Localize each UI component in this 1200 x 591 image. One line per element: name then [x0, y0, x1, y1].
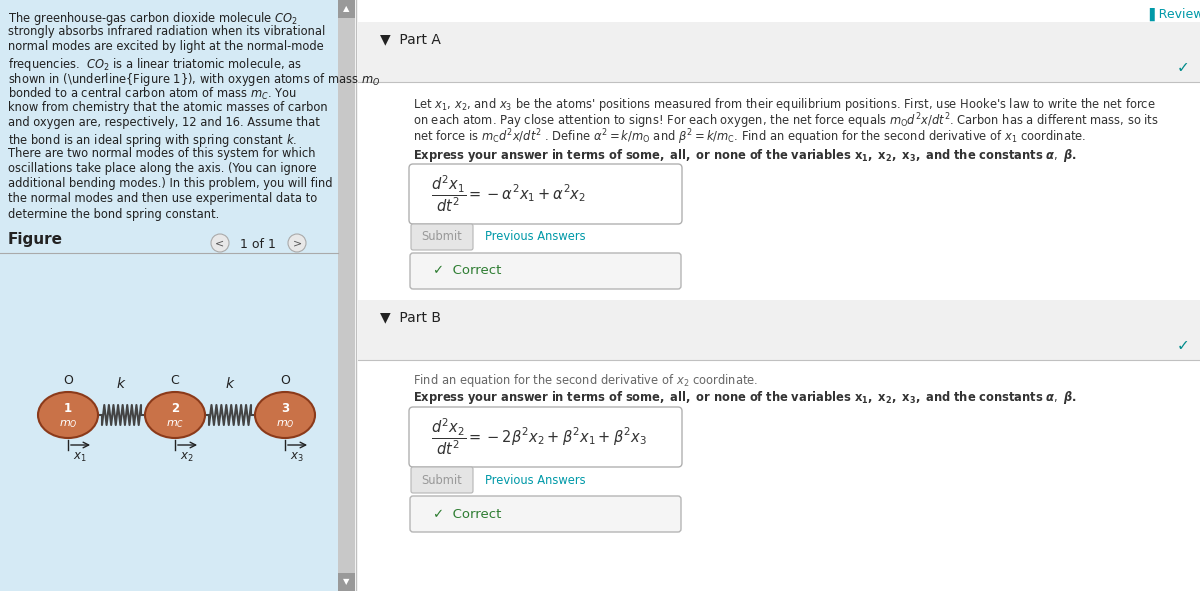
FancyBboxPatch shape	[338, 573, 355, 591]
Text: $\dfrac{d^2x_2}{dt^2} = -2\beta^2 x_2 + \beta^2 x_1 + \beta^2 x_3$: $\dfrac{d^2x_2}{dt^2} = -2\beta^2 x_2 + …	[431, 417, 647, 457]
Text: normal modes are excited by light at the normal-mode: normal modes are excited by light at the…	[8, 40, 324, 53]
Text: Previous Answers: Previous Answers	[485, 473, 586, 486]
Text: ▼: ▼	[343, 577, 349, 586]
Text: 1 of 1: 1 of 1	[240, 238, 276, 251]
Text: 1: 1	[64, 402, 72, 415]
FancyBboxPatch shape	[410, 467, 473, 493]
Text: ✓  Correct: ✓ Correct	[433, 265, 502, 278]
Text: $m_O$: $m_O$	[276, 418, 294, 430]
Text: $m_O$: $m_O$	[59, 418, 77, 430]
FancyBboxPatch shape	[358, 54, 1200, 82]
Text: >: >	[293, 238, 301, 248]
Text: ✓: ✓	[1177, 339, 1189, 353]
FancyBboxPatch shape	[358, 300, 1200, 332]
Text: Previous Answers: Previous Answers	[485, 230, 586, 243]
Text: Submit: Submit	[421, 473, 462, 486]
FancyBboxPatch shape	[358, 0, 1200, 591]
Text: shown in (\underline{Figure 1}), with oxygen atoms of mass $\it{m_O}$: shown in (\underline{Figure 1}), with ox…	[8, 71, 380, 88]
Text: O: O	[280, 374, 290, 387]
Text: ✓: ✓	[1177, 60, 1189, 76]
FancyBboxPatch shape	[409, 407, 682, 467]
Text: ▲: ▲	[343, 5, 349, 14]
FancyBboxPatch shape	[358, 332, 1200, 360]
Text: ▼  Part A: ▼ Part A	[380, 32, 440, 46]
Ellipse shape	[256, 392, 314, 438]
FancyBboxPatch shape	[0, 0, 338, 591]
Text: on each atom. Pay close attention to signs! For each oxygen, the net force equal: on each atom. Pay close attention to sig…	[413, 112, 1159, 131]
Circle shape	[211, 234, 229, 252]
FancyBboxPatch shape	[358, 22, 1200, 54]
Text: $k$: $k$	[116, 375, 127, 391]
Text: $x_3$: $x_3$	[290, 450, 304, 463]
Text: frequencies.  $\mathit{CO_2}$ is a linear triatomic molecule, as: frequencies. $\mathit{CO_2}$ is a linear…	[8, 56, 302, 73]
Text: Let $x_1$, $x_2$, and $x_3$ be the atoms' positions measured from their equilibr: Let $x_1$, $x_2$, and $x_3$ be the atoms…	[413, 96, 1156, 113]
Text: $\mathbf{Express\ your\ answer\ in\ terms\ of\ some,\ all,\ or\ none\ of\ the\ v: $\mathbf{Express\ your\ answer\ in\ term…	[413, 147, 1076, 164]
Text: $x_1$: $x_1$	[73, 450, 86, 463]
FancyBboxPatch shape	[338, 0, 355, 591]
Text: $x_2$: $x_2$	[180, 450, 193, 463]
Text: <: <	[215, 238, 224, 248]
Text: 3: 3	[281, 402, 289, 415]
Text: know from chemistry that the atomic masses of carbon: know from chemistry that the atomic mass…	[8, 101, 328, 114]
Ellipse shape	[145, 392, 205, 438]
Circle shape	[288, 234, 306, 252]
Text: ✓  Correct: ✓ Correct	[433, 508, 502, 521]
Text: oscillations take place along the axis. (You can ignore: oscillations take place along the axis. …	[8, 162, 317, 175]
Text: Figure: Figure	[8, 232, 64, 247]
Text: The greenhouse-gas carbon dioxide molecule $\mathit{CO_2}$: The greenhouse-gas carbon dioxide molecu…	[8, 10, 298, 27]
FancyBboxPatch shape	[410, 224, 473, 250]
Text: the bond is an ideal spring with spring constant $\it{k}$.: the bond is an ideal spring with spring …	[8, 132, 298, 148]
FancyBboxPatch shape	[338, 0, 355, 18]
Text: ▐ Review: ▐ Review	[1145, 8, 1200, 21]
Text: net force is $m_{\mathrm{C}}d^2x/dt^2$ . Define $\alpha^2 = k/m_{\mathrm{O}}$ an: net force is $m_{\mathrm{C}}d^2x/dt^2$ .…	[413, 127, 1086, 147]
Text: $m_C$: $m_C$	[166, 418, 184, 430]
Text: C: C	[170, 374, 179, 387]
Text: There are two normal modes of this system for which: There are two normal modes of this syste…	[8, 147, 316, 160]
Text: and oxygen are, respectively, 12 and 16. Assume that: and oxygen are, respectively, 12 and 16.…	[8, 116, 320, 129]
Text: additional bending modes.) In this problem, you will find: additional bending modes.) In this probl…	[8, 177, 332, 190]
FancyBboxPatch shape	[410, 496, 682, 532]
Text: 2: 2	[170, 402, 179, 415]
Text: the normal modes and then use experimental data to: the normal modes and then use experiment…	[8, 193, 317, 206]
Text: ▼  Part B: ▼ Part B	[380, 310, 442, 324]
Ellipse shape	[38, 392, 98, 438]
Text: $\mathbf{Express\ your\ answer\ in\ terms\ of\ some,\ all,\ or\ none\ of\ the\ v: $\mathbf{Express\ your\ answer\ in\ term…	[413, 389, 1076, 407]
Text: Find an equation for the second derivative of $x_2$ coordinate.: Find an equation for the second derivati…	[413, 372, 758, 389]
FancyBboxPatch shape	[338, 0, 355, 591]
Text: strongly absorbs infrared radiation when its vibrational: strongly absorbs infrared radiation when…	[8, 25, 325, 38]
Text: O: O	[64, 374, 73, 387]
Text: determine the bond spring constant.: determine the bond spring constant.	[8, 207, 220, 220]
Text: $\dfrac{d^2x_1}{dt^2} = -\alpha^2 x_1 + \alpha^2 x_2$: $\dfrac{d^2x_1}{dt^2} = -\alpha^2 x_1 + …	[431, 174, 586, 215]
FancyBboxPatch shape	[410, 253, 682, 289]
Text: Submit: Submit	[421, 230, 462, 243]
Text: $k$: $k$	[224, 375, 235, 391]
FancyBboxPatch shape	[409, 164, 682, 224]
Text: bonded to a central carbon atom of mass $\it{m_C}$. You: bonded to a central carbon atom of mass …	[8, 86, 296, 102]
